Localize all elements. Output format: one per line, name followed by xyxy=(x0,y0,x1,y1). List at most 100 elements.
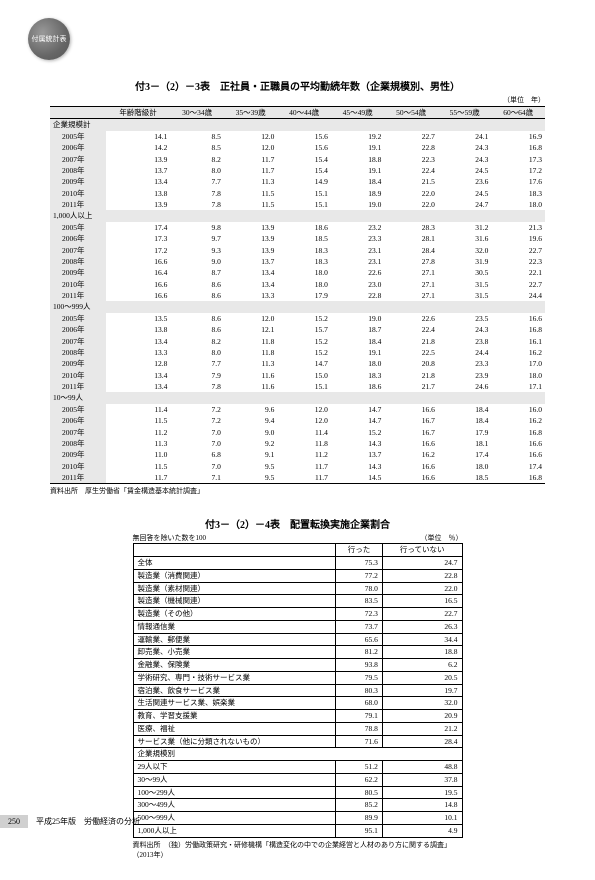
data-cell: 48.8 xyxy=(382,761,462,774)
data-cell: 79.1 xyxy=(336,710,383,723)
data-cell: 24.1 xyxy=(438,131,492,142)
data-cell: 16.6 xyxy=(384,461,438,472)
data-cell: 15.2 xyxy=(277,336,331,347)
data-cell: 19.5 xyxy=(382,786,462,799)
data-cell: 11.5 xyxy=(224,188,278,199)
table3: 年齢階級計30～34歳35～39歳40～44歳45～49歳50～54歳55～59… xyxy=(50,106,545,484)
row-label: 製造業（その他） xyxy=(133,608,336,621)
data-cell: 13.8 xyxy=(106,188,171,199)
row-year: 2011年 xyxy=(50,472,106,484)
data-cell: 28.1 xyxy=(384,233,438,244)
data-cell: 15.1 xyxy=(277,199,331,210)
data-cell: 17.4 xyxy=(106,222,171,233)
row-year: 2006年 xyxy=(50,142,106,153)
data-cell: 15.2 xyxy=(277,313,331,324)
data-cell: 15.1 xyxy=(277,381,331,392)
data-cell: 23.9 xyxy=(438,370,492,381)
data-cell: 13.9 xyxy=(224,222,278,233)
col-header: 行っていない xyxy=(382,544,462,557)
data-cell: 21.5 xyxy=(384,176,438,187)
data-cell: 8.5 xyxy=(170,131,224,142)
data-cell: 16.6 xyxy=(384,438,438,449)
row-year: 2008年 xyxy=(50,438,106,449)
data-cell: 13.4 xyxy=(106,176,171,187)
data-cell: 23.2 xyxy=(331,222,385,233)
row-label: 製造業（消費関連） xyxy=(133,569,336,582)
data-cell: 8.7 xyxy=(170,267,224,278)
data-cell: 8.6 xyxy=(170,324,224,335)
row-year: 2010年 xyxy=(50,461,106,472)
data-cell: 14.7 xyxy=(331,404,385,415)
data-cell: 6.8 xyxy=(170,449,224,460)
row-year: 2009年 xyxy=(50,267,106,278)
data-cell: 9.3 xyxy=(170,245,224,256)
data-cell: 15.4 xyxy=(277,165,331,176)
data-cell: 18.9 xyxy=(331,188,385,199)
data-cell: 16.7 xyxy=(384,415,438,426)
data-cell: 22.7 xyxy=(384,131,438,142)
row-label: 学術研究、専門・技術サービス業 xyxy=(133,671,336,684)
data-cell: 18.3 xyxy=(331,370,385,381)
data-cell: 24.5 xyxy=(438,165,492,176)
data-cell: 16.5 xyxy=(382,595,462,608)
data-cell: 24.3 xyxy=(438,154,492,165)
data-cell: 11.7 xyxy=(277,461,331,472)
data-cell: 31.5 xyxy=(438,279,492,290)
row-label: 運輸業、郵便業 xyxy=(133,633,336,646)
row-year: 2007年 xyxy=(50,336,106,347)
data-cell: 72.3 xyxy=(336,608,383,621)
data-cell: 16.2 xyxy=(491,347,545,358)
data-cell: 16.1 xyxy=(491,336,545,347)
data-cell: 17.6 xyxy=(491,176,545,187)
row-label: 情報通信業 xyxy=(133,620,336,633)
data-cell: 24.5 xyxy=(438,188,492,199)
data-cell: 16.4 xyxy=(106,267,171,278)
data-cell: 75.3 xyxy=(336,557,383,570)
table4-source: 資料出所 （独）労働政策研究・研修機構「構造変化の中での企業経営と人材のあり方に… xyxy=(133,840,463,860)
data-cell: 22.0 xyxy=(382,582,462,595)
data-cell: 9.0 xyxy=(224,427,278,438)
data-cell: 21.2 xyxy=(382,722,462,735)
data-cell: 9.1 xyxy=(224,449,278,460)
data-cell: 8.5 xyxy=(170,142,224,153)
col-header: 45～49歳 xyxy=(331,107,385,119)
table3-unit: （単位 年） xyxy=(50,95,545,105)
data-cell: 21.7 xyxy=(384,381,438,392)
data-cell: 16.8 xyxy=(491,472,545,484)
data-cell: 9.5 xyxy=(224,472,278,484)
page-number: 250 xyxy=(0,815,28,828)
col-header: 50～54歳 xyxy=(384,107,438,119)
data-cell: 77.2 xyxy=(336,569,383,582)
data-cell: 12.0 xyxy=(224,131,278,142)
data-cell: 7.0 xyxy=(170,438,224,449)
data-cell: 11.7 xyxy=(277,472,331,484)
data-cell: 24.7 xyxy=(438,199,492,210)
data-cell: 31.2 xyxy=(438,222,492,233)
data-cell: 73.7 xyxy=(336,620,383,633)
group-header: 企業規模計 xyxy=(50,119,545,131)
data-cell: 18.4 xyxy=(438,415,492,426)
data-cell: 22.5 xyxy=(384,347,438,358)
data-cell: 9.6 xyxy=(224,404,278,415)
data-cell: 19.7 xyxy=(382,684,462,697)
data-cell: 51.2 xyxy=(336,761,383,774)
row-year: 2010年 xyxy=(50,279,106,290)
data-cell: 19.1 xyxy=(331,347,385,358)
data-cell: 9.2 xyxy=(224,438,278,449)
data-cell: 65.6 xyxy=(336,633,383,646)
data-cell: 14.8 xyxy=(382,799,462,812)
data-cell: 81.2 xyxy=(336,646,383,659)
data-cell: 17.2 xyxy=(491,165,545,176)
row-year: 2011年 xyxy=(50,199,106,210)
data-cell: 21.8 xyxy=(384,336,438,347)
data-cell: 12.0 xyxy=(224,142,278,153)
col-header: 40～44歳 xyxy=(277,107,331,119)
data-cell: 62.2 xyxy=(336,773,383,786)
data-cell: 6.2 xyxy=(382,659,462,672)
data-cell: 11.7 xyxy=(224,165,278,176)
data-cell: 12.0 xyxy=(277,404,331,415)
data-cell: 18.0 xyxy=(438,461,492,472)
data-cell: 19.2 xyxy=(331,131,385,142)
data-cell: 18.0 xyxy=(277,279,331,290)
data-cell: 14.5 xyxy=(331,472,385,484)
